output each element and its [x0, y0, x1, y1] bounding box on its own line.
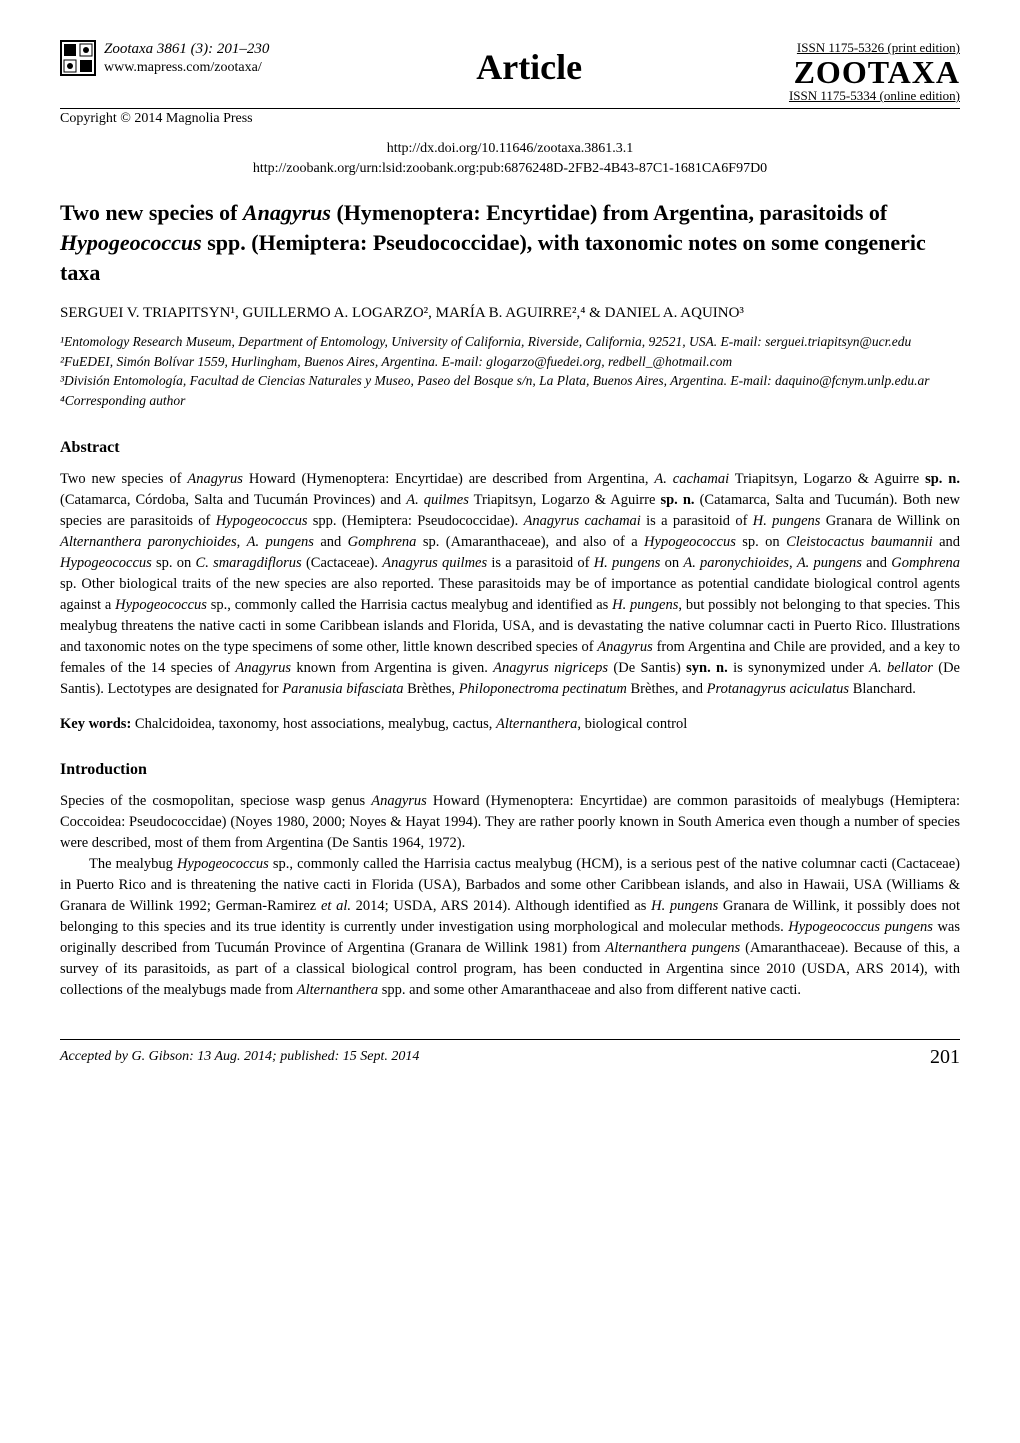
- copyright-text: Copyright © 2014 Magnolia Press: [60, 111, 253, 127]
- introduction-body: Species of the cosmopolitan, speciose wa…: [60, 791, 960, 1001]
- affiliation-3: ³División Entomología, Facultad de Cienc…: [60, 371, 960, 391]
- accepted-line: Accepted by G. Gibson: 13 Aug. 2014; pub…: [60, 1049, 419, 1065]
- introduction-heading: Introduction: [60, 761, 960, 779]
- affiliation-1: ¹Entomology Research Museum, Department …: [60, 332, 960, 352]
- header-right: ISSN 1175-5326 (print edition) ZOOTAXA I…: [789, 40, 960, 104]
- zootaxa-wordmark: ZOOTAXA: [789, 56, 960, 88]
- affiliation-4: ⁴Corresponding author: [60, 391, 960, 411]
- footer: Accepted by G. Gibson: 13 Aug. 2014; pub…: [60, 1039, 960, 1069]
- authors-line: SERGUEI V. TRIAPITSYN¹, GUILLERMO A. LOG…: [60, 305, 960, 322]
- copyright-row: Copyright © 2014 Magnolia Press: [60, 108, 960, 127]
- article-label: Article: [269, 46, 789, 88]
- header: Zootaxa 3861 (3): 201–230 www.mapress.co…: [60, 40, 960, 104]
- zoobank-url[interactable]: http://zoobank.org/urn:lsid:zoobank.org:…: [60, 159, 960, 179]
- affiliation-2: ²FuEDEI, Simón Bolívar 1559, Hurlingham,…: [60, 352, 960, 372]
- journal-info-block: Zootaxa 3861 (3): 201–230 www.mapress.co…: [104, 40, 269, 76]
- journal-url: www.mapress.com/zootaxa/: [104, 60, 269, 76]
- article-title: Two new species of Anagyrus (Hymenoptera…: [60, 198, 960, 287]
- journal-reference: Zootaxa 3861 (3): 201–230: [104, 40, 269, 60]
- affiliations-block: ¹Entomology Research Museum, Department …: [60, 332, 960, 410]
- intro-paragraph-1: Species of the cosmopolitan, speciose wa…: [60, 791, 960, 854]
- issn-online: ISSN 1175-5334 (online edition): [789, 88, 960, 104]
- publisher-logo-icon: [60, 40, 96, 76]
- abstract-body: Two new species of Anagyrus Howard (Hyme…: [60, 469, 960, 700]
- page-number: 201: [930, 1046, 960, 1069]
- keywords-label: Key words:: [60, 716, 131, 732]
- header-left: Zootaxa 3861 (3): 201–230 www.mapress.co…: [60, 40, 269, 76]
- doi-block: http://dx.doi.org/10.11646/zootaxa.3861.…: [60, 139, 960, 178]
- abstract-heading: Abstract: [60, 439, 960, 457]
- keywords-line: Key words: Chalcidoidea, taxonomy, host …: [60, 716, 960, 733]
- doi-url[interactable]: http://dx.doi.org/10.11646/zootaxa.3861.…: [60, 139, 960, 159]
- intro-paragraph-2: The mealybug Hypogeococcus sp., commonly…: [60, 854, 960, 1001]
